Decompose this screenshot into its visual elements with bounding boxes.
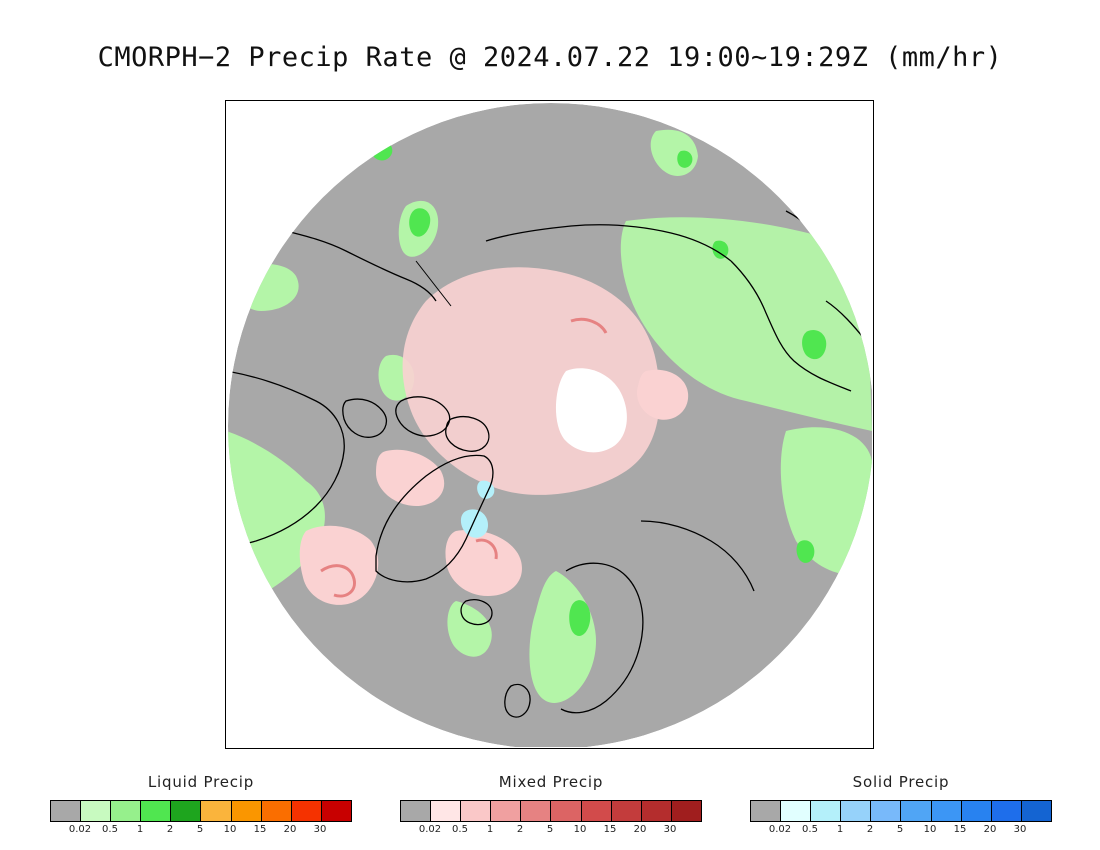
legend-swatch	[201, 801, 232, 821]
legend-tick-label: 1	[836, 824, 844, 835]
legend-swatch	[491, 801, 522, 821]
legend-tick-label: 20	[983, 824, 997, 835]
legend-tick-label: 20	[633, 824, 647, 835]
legend-swatch	[141, 801, 172, 821]
legend-tick-label: 10	[923, 824, 937, 835]
legend-swatch	[321, 801, 351, 821]
legend-mixed: Mixed Precip 0.02 0.5 1 2 5 10 15 20 30	[400, 770, 702, 840]
legend-color-bar	[750, 800, 1052, 822]
legend-swatch	[461, 801, 492, 821]
legend-swatch	[231, 801, 262, 821]
legend-title: Solid Precip	[852, 773, 950, 791]
legend-tick-label: 30	[1013, 824, 1027, 835]
legend-swatch	[401, 801, 432, 821]
legend-liquid: Liquid Precip 0.02 0.5 1 2 5 10 15 20 30	[50, 770, 352, 840]
legend-tick-label: 30	[663, 824, 677, 835]
legend-swatch	[811, 801, 842, 821]
legend-swatch	[611, 801, 642, 821]
legend-tick-label: 15	[603, 824, 617, 835]
legend-swatch	[171, 801, 202, 821]
legend-swatch	[431, 801, 462, 821]
legend-tick-label: 5	[896, 824, 904, 835]
legend-color-bar	[400, 800, 702, 822]
legend-swatch	[81, 801, 112, 821]
legend-swatch	[961, 801, 992, 821]
legend-swatch	[751, 801, 782, 821]
legend-swatch	[291, 801, 322, 821]
legend-swatch	[551, 801, 582, 821]
legend-tick-label: 0.5	[102, 824, 118, 835]
legend-color-bar	[50, 800, 352, 822]
legend-tick-label: 2	[516, 824, 524, 835]
legend-solid: Solid Precip 0.02 0.5 1 2 5 10 15 20 30	[750, 770, 1052, 840]
legend-swatch	[871, 801, 902, 821]
legend-tick-label: 5	[196, 824, 204, 835]
legend-tick-label: 0.02	[418, 824, 442, 835]
legend-tick-label: 30	[313, 824, 327, 835]
legend-swatch	[51, 801, 82, 821]
page-title: CMORPH−2 Precip Rate @ 2024.07.22 19:00~…	[97, 42, 1003, 73]
legend-tick-label: 2	[866, 824, 874, 835]
legend-swatch	[581, 801, 612, 821]
legend-tick-label: 20	[283, 824, 297, 835]
legend-swatch	[781, 801, 812, 821]
legend-tick-label: 1	[136, 824, 144, 835]
polar-precip-map	[226, 101, 872, 747]
legend-swatch	[671, 801, 701, 821]
legend-tick-label: 10	[573, 824, 587, 835]
legend-ticks: 0.02 0.5 1 2 5 10 15 20 30	[750, 824, 1052, 838]
legend-swatch	[931, 801, 962, 821]
liquid-precip-moderate	[371, 140, 827, 636]
legend-tick-label: 0.02	[768, 824, 792, 835]
legend-tick-label: 0.02	[68, 824, 92, 835]
legend-tick-label: 0.5	[802, 824, 818, 835]
pole-nodata-area	[555, 368, 627, 453]
legend-swatch	[641, 801, 672, 821]
legend-swatch	[1021, 801, 1051, 821]
legend-swatch	[841, 801, 872, 821]
legend-tick-label: 15	[253, 824, 267, 835]
legend-ticks: 0.02 0.5 1 2 5 10 15 20 30	[400, 824, 702, 838]
legend-swatch	[901, 801, 932, 821]
legend-title: Mixed Precip	[498, 773, 604, 791]
legend-tick-label: 5	[546, 824, 554, 835]
legend-swatch	[521, 801, 552, 821]
map-frame	[225, 100, 874, 749]
legend-ticks: 0.02 0.5 1 2 5 10 15 20 30	[50, 824, 352, 838]
date-line	[415, 260, 452, 307]
legend-swatch	[991, 801, 1022, 821]
legend-swatch	[111, 801, 142, 821]
mixed-precip-streaks	[320, 317, 608, 598]
legend-tick-label: 10	[223, 824, 237, 835]
legend-tick-label: 1	[486, 824, 494, 835]
legend-title: Liquid Precip	[147, 773, 255, 791]
legend-tick-label: 2	[166, 824, 174, 835]
legend-swatch	[261, 801, 292, 821]
legend-tick-label: 15	[953, 824, 967, 835]
legend-tick-label: 0.5	[452, 824, 468, 835]
